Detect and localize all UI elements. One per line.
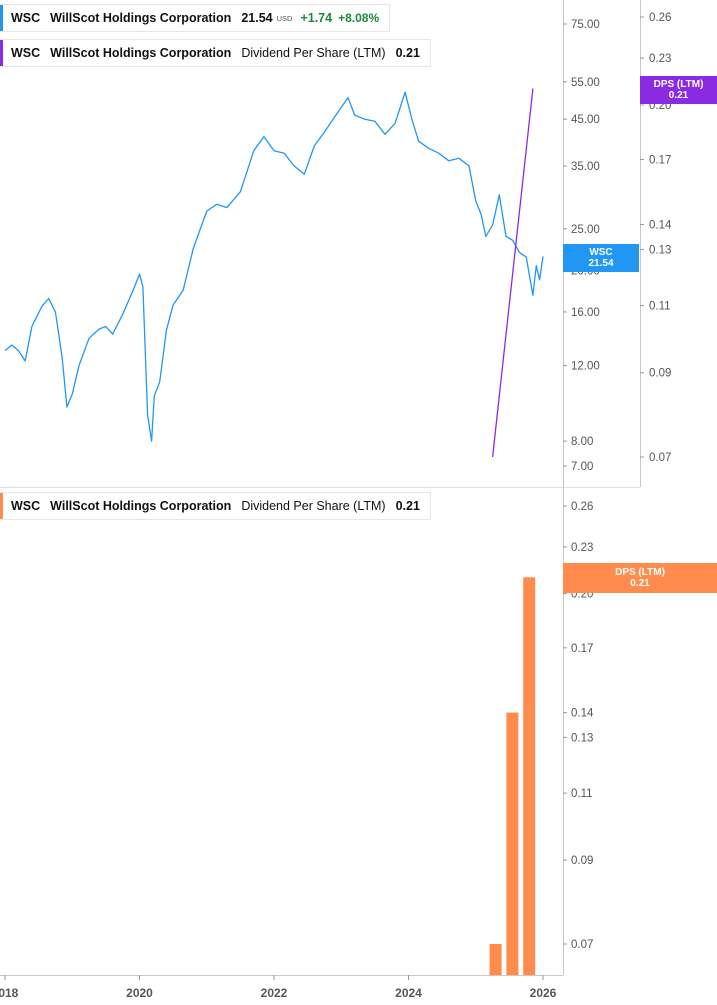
bottom-axis-tick-label: 0.26 bbox=[571, 501, 593, 513]
dps-tag-bottom-value: 0.21 bbox=[630, 578, 650, 589]
dps-tag-top-label: DPS (LTM) bbox=[653, 79, 704, 90]
x-axis-tick-label: 2022 bbox=[261, 986, 288, 1000]
legend-symbol: WSC bbox=[11, 11, 41, 25]
price-line bbox=[4, 91, 544, 442]
bottom-axis-tick-label: 0.09 bbox=[571, 855, 593, 867]
legend-change-percent: +8.08% bbox=[338, 11, 380, 25]
bottom-axis-tick-label: 0.13 bbox=[571, 732, 593, 744]
x-axis-tick-label: 2020 bbox=[126, 986, 153, 1000]
legend-value: 0.21 bbox=[395, 499, 420, 513]
right-axis-tick-label: 0.09 bbox=[649, 368, 671, 380]
dps-tag-top-value: 0.21 bbox=[668, 90, 689, 101]
price-tag: WSC 21.54 bbox=[563, 244, 639, 272]
bottom-axis-tick-label: 0.23 bbox=[571, 542, 593, 554]
legend-value: 0.21 bbox=[395, 46, 420, 60]
legend-symbol: WSC bbox=[11, 499, 41, 513]
dps-legend-bottom: WSC WillScot Holdings Corporation Divide… bbox=[0, 492, 431, 520]
legend-metric: Dividend Per Share (LTM) bbox=[241, 499, 386, 513]
dps-legend-top: WSC WillScot Holdings Corporation Divide… bbox=[0, 39, 431, 67]
dps-line-swatch bbox=[0, 40, 3, 66]
left-axis-tick-label: 45.00 bbox=[571, 114, 600, 126]
legend-currency: USD bbox=[276, 13, 293, 23]
dps-bar bbox=[489, 944, 502, 975]
right-axis-tick-label: 0.23 bbox=[649, 53, 671, 65]
dps-bar bbox=[523, 577, 536, 975]
bottom-axis-tick-label: 0.17 bbox=[571, 643, 593, 655]
legend-change: +1.74 bbox=[300, 11, 333, 25]
legend-metric: Dividend Per Share (LTM) bbox=[241, 46, 386, 60]
price-tag-value: 21.54 bbox=[588, 258, 614, 269]
dps-tag-bottom-label: DPS (LTM) bbox=[615, 567, 665, 578]
legend-company-name: WillScot Holdings Corporation bbox=[50, 46, 232, 60]
right-axis-tick-label: 0.14 bbox=[649, 220, 672, 232]
right-axis-tick-label: 0.26 bbox=[649, 12, 671, 24]
left-axis-tick-label: 75.00 bbox=[571, 19, 600, 31]
legend-price: 21.54 bbox=[241, 11, 273, 25]
left-axis-tick-label: 7.00 bbox=[571, 461, 593, 473]
legend-symbol: WSC bbox=[11, 46, 41, 60]
dps-tag-bottom: DPS (LTM) 0.21 bbox=[563, 563, 717, 593]
right-axis-tick-label: 0.07 bbox=[649, 452, 671, 464]
dps-tag-top: DPS (LTM) 0.21 bbox=[640, 76, 717, 104]
left-axis-tick-label: 16.00 bbox=[571, 307, 600, 319]
x-axis-tick-label: 2026 bbox=[530, 986, 557, 1000]
left-axis-tick-label: 35.00 bbox=[571, 161, 600, 173]
left-axis-tick-label: 8.00 bbox=[571, 436, 593, 448]
right-axis-tick-label: 0.13 bbox=[649, 244, 671, 256]
dps-line bbox=[491, 88, 534, 458]
right-axis-tick-label: 0.17 bbox=[649, 154, 671, 166]
left-axis-tick-label: 55.00 bbox=[571, 77, 600, 89]
dps-bar bbox=[506, 712, 519, 975]
left-axis-tick-label: 25.00 bbox=[571, 224, 600, 236]
bottom-axis-tick-label: 0.11 bbox=[571, 788, 593, 800]
legend-company-name: WillScot Holdings Corporation bbox=[50, 11, 232, 25]
price-series-swatch bbox=[0, 5, 3, 31]
x-axis-tick-label: 2018 bbox=[0, 986, 19, 1000]
x-axis-tick-label: 2024 bbox=[395, 986, 422, 1000]
bottom-axis-tick-label: 0.07 bbox=[571, 939, 593, 951]
right-axis-tick-label: 0.11 bbox=[649, 300, 671, 312]
legend-company-name: WillScot Holdings Corporation bbox=[50, 499, 232, 513]
left-axis-tick-label: 12.00 bbox=[571, 361, 600, 373]
bottom-axis-tick-label: 0.14 bbox=[571, 708, 594, 720]
dps-bar-swatch bbox=[0, 493, 3, 519]
price-legend: WSC WillScot Holdings Corporation 21.54 … bbox=[0, 4, 391, 32]
price-tag-label: WSC bbox=[589, 247, 613, 258]
